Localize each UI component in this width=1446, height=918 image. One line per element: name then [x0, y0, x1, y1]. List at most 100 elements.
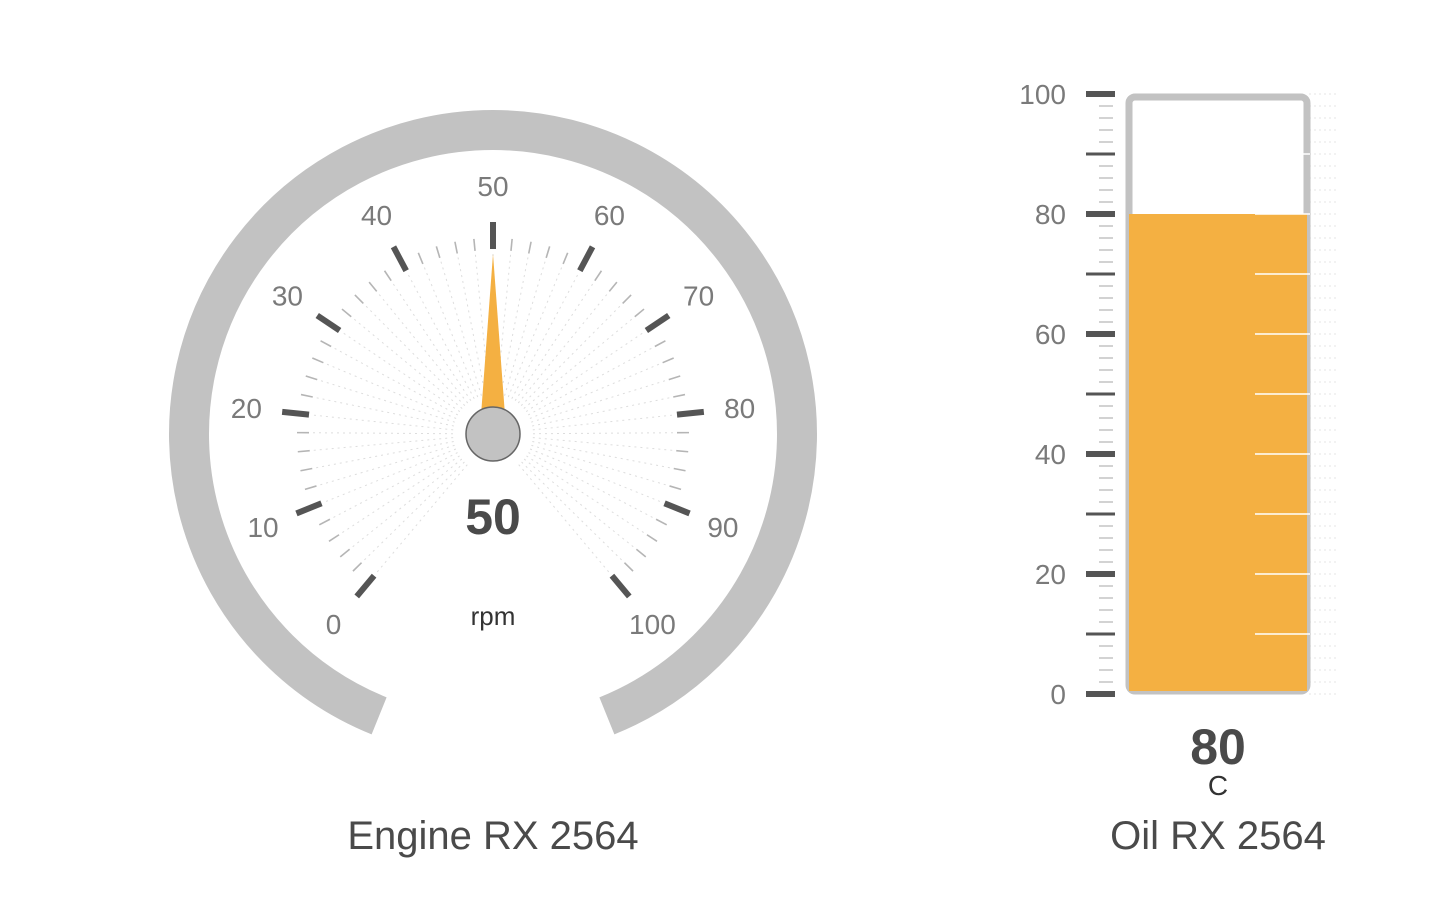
gauge-minor-tick: [510, 238, 513, 251]
gauge-minor-tick: [527, 241, 532, 254]
gauge-grid-line: [521, 461, 622, 561]
gauge-minor-tick: [320, 340, 332, 348]
gauge-grid-line: [457, 257, 486, 395]
gauge-minor-tick: [655, 518, 668, 526]
gauge-minor-tick: [646, 534, 658, 542]
gauge-major-ticks: [281, 222, 705, 599]
linear-gauge-fill: [1129, 214, 1307, 691]
gauge-major-tick: [281, 408, 310, 418]
gauge-needle-hub: [465, 406, 521, 462]
gauge-tick-label: 10: [247, 512, 278, 543]
gauge-minor-tick: [545, 246, 551, 259]
gauge-tick-label: 50: [477, 171, 508, 202]
gauge-minor-tick: [623, 562, 634, 572]
gauge-grid-line: [531, 380, 666, 423]
linear-value-readout: 80: [1190, 719, 1246, 775]
gauge-tick-label: 20: [231, 393, 262, 424]
gauge-tick-label: 60: [594, 200, 625, 231]
gauge-minor-tick: [328, 534, 340, 542]
gauge-minor-tick: [669, 485, 682, 491]
gauge-grid-line: [526, 455, 644, 533]
gauge-major-tick: [390, 245, 409, 273]
gauge-grid-line: [532, 432, 673, 435]
gauge-minor-tick: [297, 449, 310, 453]
gauge-grid-line: [520, 305, 621, 406]
gauge-minor-ticks: [296, 238, 690, 572]
gauge-grid-line: [364, 461, 465, 561]
oil-gauge: 0 20 40 60 80 100 80 C Oil RX 2564: [1019, 79, 1336, 858]
gauge-grid-line: [529, 363, 660, 419]
linear-tick-label: 60: [1035, 319, 1066, 350]
gauge-minor-tick: [304, 485, 317, 491]
gauge-minor-tick: [635, 548, 647, 558]
linear-tick-labels: 0 20 40 60 80 100: [1019, 79, 1066, 710]
gauge-grid-line: [511, 274, 578, 399]
gauge-minor-tick: [654, 340, 666, 348]
gauge-tick-labels: 0 10 20 30 40 50 60 70 80 90 100: [231, 171, 755, 640]
gauge-tick-label: 30: [272, 280, 303, 311]
linear-major-ticks: [1086, 91, 1115, 697]
gauge-grid-line: [504, 261, 546, 396]
linear-tick-label: 20: [1035, 559, 1066, 590]
gauge-grid-line: [531, 444, 666, 486]
gauge-grid-line: [313, 432, 454, 435]
gauge-grid-line: [343, 332, 461, 413]
gauge-grid-line: [500, 257, 529, 395]
linear-tick-label: 100: [1019, 79, 1066, 110]
gauge-grid-line: [352, 458, 463, 548]
gauge-minor-tick: [305, 375, 318, 381]
gauge-tick-label: 40: [361, 200, 392, 231]
gauge-grid-line: [316, 441, 454, 469]
gauge-major-tick: [315, 312, 342, 334]
gauge-grid-line: [408, 274, 475, 399]
gauge-grid-line: [532, 437, 673, 451]
gauge-minor-tick: [435, 246, 441, 259]
gauge-grid-line: [378, 294, 469, 404]
gauge-grid-line: [342, 455, 460, 533]
gauge-minor-tick: [473, 238, 476, 251]
gauge-major-tick: [295, 500, 323, 517]
gauge-minor-tick: [622, 294, 632, 305]
gauge-value-readout: 50: [465, 489, 521, 545]
gauge-major-tick: [663, 500, 691, 517]
gauge-minor-tick: [676, 449, 689, 453]
gauge-minor-tick: [634, 308, 645, 318]
gauge-grid-line: [376, 464, 468, 573]
gauge-minor-tick: [662, 357, 674, 364]
gauge-minor-tick: [312, 357, 324, 364]
gauge-tick-label: 100: [629, 609, 676, 640]
gauge-grid-line: [325, 448, 457, 502]
gauge-grid-line: [316, 397, 454, 427]
gauge-minor-tick: [594, 270, 603, 282]
gauge-grid-line: [517, 294, 608, 404]
linear-tick-label: 40: [1035, 439, 1066, 470]
engine-gauge-title: Engine RX 2564: [347, 814, 638, 858]
gauge-grid-line: [440, 261, 482, 396]
gauge-major-tick: [676, 408, 705, 418]
gauge-tick-label: 80: [724, 393, 755, 424]
linear-inner-ticks: [1255, 153, 1310, 635]
gauge-minor-tick: [673, 467, 686, 472]
gauge-minor-tick: [417, 252, 424, 265]
gauge-major-tick: [644, 312, 671, 334]
gauge-grid-line: [518, 464, 610, 573]
gauge-minor-tick: [562, 252, 569, 265]
gauge-minor-tick: [608, 281, 618, 292]
gauge-grid-line: [365, 305, 466, 406]
gauge-grid-line: [525, 332, 643, 413]
gauge-minor-tick: [300, 467, 313, 472]
gauge-grid-line: [523, 318, 633, 409]
gauge-grid-line: [532, 414, 673, 431]
gauge-grid-line: [507, 267, 563, 398]
gauge-minor-tick: [318, 518, 331, 526]
gauge-grid-line: [326, 363, 457, 419]
gauge-minor-tick: [352, 562, 363, 572]
gauge-minor-tick: [368, 281, 378, 292]
linear-tick-label: 80: [1035, 199, 1066, 230]
gauge-minor-tick: [354, 294, 364, 305]
gauge-minor-tick: [383, 270, 392, 282]
gauge-tick-label: 90: [707, 512, 738, 543]
gauge-grid-line: [353, 318, 463, 409]
linear-unit-label: C: [1208, 770, 1228, 801]
